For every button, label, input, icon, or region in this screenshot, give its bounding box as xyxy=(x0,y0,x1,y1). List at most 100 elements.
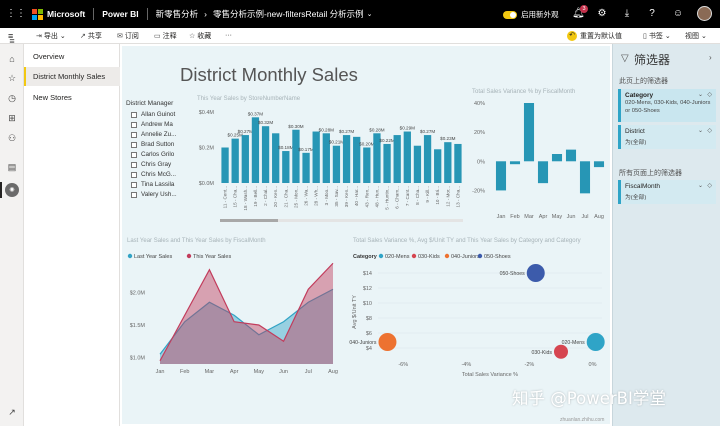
slicer-item[interactable]: Allan Guinot xyxy=(131,111,175,118)
checkbox[interactable] xyxy=(131,181,137,188)
bar[interactable] xyxy=(509,161,521,165)
slicer-item[interactable]: Tina Lassila xyxy=(131,181,174,188)
checkbox[interactable] xyxy=(131,121,137,128)
scatter-point[interactable] xyxy=(378,333,397,351)
district-filter-card[interactable]: District 为(全部) ⌄ ◇ xyxy=(618,125,716,149)
slicer-item[interactable]: Chris Gray xyxy=(131,161,171,168)
checkbox[interactable] xyxy=(131,191,137,198)
bar[interactable] xyxy=(434,149,442,183)
bar[interactable] xyxy=(523,103,535,162)
bar[interactable] xyxy=(565,149,577,162)
category-scatter-chart[interactable]: Category 020-Mens 030-Kids 040-Juniors 050-S… xyxy=(348,246,610,380)
checkbox[interactable] xyxy=(131,141,137,148)
bar[interactable] xyxy=(593,161,605,168)
eraser-icon[interactable]: ◇ xyxy=(707,92,712,98)
bar[interactable] xyxy=(241,135,249,183)
current-workspace-icon[interactable]: ◉ xyxy=(5,183,19,197)
home-icon[interactable]: ⌂ xyxy=(9,54,15,64)
scrollbar-track[interactable] xyxy=(220,219,463,222)
bar[interactable] xyxy=(423,135,432,183)
help-icon[interactable]: ? xyxy=(649,8,655,19)
slicer-item[interactable]: Chris McG... xyxy=(131,171,176,178)
bar[interactable] xyxy=(342,135,351,183)
favorite-button[interactable]: ☆ 收藏 xyxy=(189,32,212,40)
bar[interactable] xyxy=(383,143,391,183)
bar[interactable] xyxy=(454,143,462,183)
scatter-point[interactable] xyxy=(586,333,605,351)
shared-icon[interactable]: ⚇ xyxy=(7,133,17,143)
bar[interactable] xyxy=(322,133,330,183)
report-title[interactable]: 零售分析示例-new-filtersRetail 分析示例 xyxy=(212,9,364,19)
bar[interactable] xyxy=(393,135,401,183)
bar[interactable] xyxy=(579,161,591,194)
checkbox[interactable] xyxy=(131,111,137,118)
avatar[interactable] xyxy=(697,6,712,21)
apps-icon[interactable]: ⊞ xyxy=(8,113,16,123)
checkbox[interactable] xyxy=(131,131,137,138)
recent-icon[interactable]: ◷ xyxy=(8,93,16,103)
view-button[interactable]: 视图 ⌄ xyxy=(685,32,707,40)
store-sales-bar-chart[interactable]: $0.4M $0.2M $0.0M 11 - Cent... $0.25M 15 - Ch… xyxy=(193,104,468,226)
workspace-link[interactable]: 新零售分析 xyxy=(155,9,199,19)
workspaces-icon[interactable]: ▤ xyxy=(7,162,17,172)
page-tab-new-stores[interactable]: New Stores xyxy=(33,93,72,102)
chevron-down-icon[interactable]: ⌄ xyxy=(697,92,703,98)
bar[interactable] xyxy=(231,138,239,183)
bar[interactable] xyxy=(413,145,422,183)
bar[interactable] xyxy=(537,161,549,184)
series-line[interactable] xyxy=(159,262,334,362)
page-tab-district-monthly-sales[interactable]: District Monthly Sales xyxy=(24,67,120,86)
category-filter-card[interactable]: Category 020-Mens, 030-Kids, 040-Juniors… xyxy=(618,89,716,122)
slicer-item[interactable]: Carlos Grilo xyxy=(131,151,174,158)
eraser-icon[interactable]: ◇ xyxy=(707,183,712,189)
sales-area-chart[interactable]: Last Year Sales This Year Sales $2.0M $1.5M… xyxy=(124,246,346,376)
bar[interactable] xyxy=(363,147,371,184)
download-icon[interactable]: ⤓ xyxy=(624,8,630,19)
bar[interactable] xyxy=(312,131,320,183)
reset-button[interactable]: ↶ 重置为默认值 xyxy=(567,30,622,41)
bar[interactable] xyxy=(261,126,270,183)
slicer-item[interactable]: Andrew Ma xyxy=(131,121,173,128)
slicer-item[interactable]: Valery Ush... xyxy=(131,191,177,198)
bar[interactable] xyxy=(302,152,310,183)
slicer-item[interactable]: Brad Sutton xyxy=(131,141,174,148)
more-button[interactable]: ··· xyxy=(225,32,232,39)
app-launcher-icon[interactable]: ⋮⋮ xyxy=(6,8,26,19)
comment-button[interactable]: ▭ 注释 xyxy=(154,32,177,40)
bar[interactable] xyxy=(495,161,507,191)
checkbox[interactable] xyxy=(131,171,137,178)
bar[interactable] xyxy=(373,133,381,183)
checkbox[interactable] xyxy=(131,161,137,168)
chevron-down-icon[interactable]: ⌄ xyxy=(366,11,373,18)
series-area[interactable] xyxy=(160,289,333,364)
gear-icon[interactable]: ⚙ xyxy=(597,8,607,19)
series-line[interactable] xyxy=(159,288,334,355)
bar[interactable] xyxy=(272,133,280,183)
bookmarks-button[interactable]: ▯ 书签 ⌄ xyxy=(643,32,671,40)
bar[interactable] xyxy=(353,136,361,183)
bar[interactable] xyxy=(292,129,300,183)
product-name[interactable]: Power BI xyxy=(102,9,139,19)
page-tab-overview[interactable]: Overview xyxy=(33,52,65,61)
scrollbar-thumb[interactable] xyxy=(220,219,278,222)
series-area[interactable] xyxy=(160,263,333,364)
chevron-down-icon[interactable]: ⌄ xyxy=(697,128,703,134)
subscribe-button[interactable]: ✉ 订阅 xyxy=(117,32,139,40)
menu-icon[interactable]: ≡ xyxy=(9,36,15,46)
hamburger-icon[interactable]: ≡ xyxy=(8,30,14,41)
bar[interactable] xyxy=(282,151,290,183)
scatter-point[interactable] xyxy=(553,344,568,359)
scatter-point[interactable] xyxy=(526,264,545,282)
expand-icon[interactable]: ↗ xyxy=(8,407,16,417)
eraser-icon[interactable]: ◇ xyxy=(707,128,712,134)
slicer-item[interactable]: Annelie Zu... xyxy=(131,131,176,138)
chevron-down-icon[interactable]: ⌄ xyxy=(697,183,703,189)
bell-icon[interactable]: 🔔︎ 3 xyxy=(572,5,588,20)
variance-bar-chart[interactable]: 40% 20% 0% -20% Jan Feb Mar Apr May Jun Jul Aug xyxy=(470,97,610,225)
bar[interactable] xyxy=(221,147,229,184)
bar[interactable] xyxy=(403,131,411,183)
export-button[interactable]: ⇥ 导出 ⌄ xyxy=(36,32,66,40)
bar[interactable] xyxy=(332,145,341,183)
smiley-icon[interactable]: ☺ xyxy=(672,8,684,19)
new-look-toggle[interactable] xyxy=(503,10,517,19)
